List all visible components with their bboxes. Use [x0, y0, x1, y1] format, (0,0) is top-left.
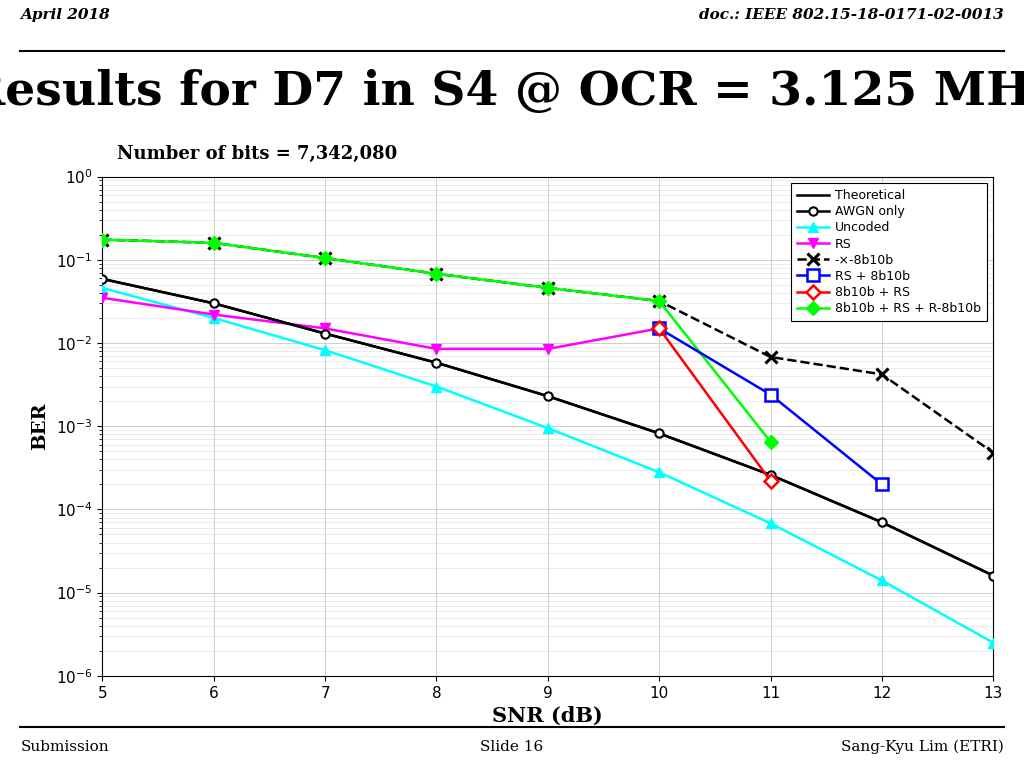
Legend: Theoretical, AWGN only, Uncoded, RS, -×-8b10b, RS + 8b10b, 8b10b + RS, 8b10b + R: Theoretical, AWGN only, Uncoded, RS, -×-… — [791, 183, 987, 321]
Line: -×-8b10b: -×-8b10b — [96, 233, 999, 459]
Line: Uncoded: Uncoded — [97, 283, 998, 647]
AWGN only — [96, 274, 109, 283]
Y-axis label: BER: BER — [31, 402, 49, 450]
-×-8b10b — [653, 296, 666, 306]
Text: Sang-Kyu Lim (ETRI): Sang-Kyu Lim (ETRI) — [841, 740, 1004, 754]
AWGN only — [876, 518, 888, 527]
Theoretical — [430, 358, 442, 367]
Line: 8b10b + RS: 8b10b + RS — [654, 323, 775, 486]
Theoretical — [653, 429, 666, 438]
Uncoded — [764, 518, 777, 528]
Theoretical — [542, 392, 554, 401]
8b10b + RS + R-8b10b — [96, 235, 109, 244]
Line: Theoretical: Theoretical — [102, 279, 993, 576]
AWGN only — [208, 299, 220, 308]
Text: doc.: IEEE 802.15-18-0171-02-0013: doc.: IEEE 802.15-18-0171-02-0013 — [698, 8, 1004, 22]
Uncoded — [96, 283, 109, 293]
Theoretical — [764, 470, 777, 479]
8b10b + RS + R-8b10b — [542, 283, 554, 293]
Line: RS: RS — [97, 293, 664, 354]
-×-8b10b — [208, 238, 220, 247]
Line: RS + 8b10b: RS + 8b10b — [653, 323, 888, 490]
8b10b + RS + R-8b10b — [319, 253, 332, 263]
Line: AWGN only: AWGN only — [98, 275, 997, 580]
X-axis label: SNR (dB): SNR (dB) — [493, 706, 603, 726]
Text: Slide 16: Slide 16 — [480, 740, 544, 754]
8b10b + RS + R-8b10b — [430, 269, 442, 278]
RS — [542, 344, 554, 353]
-×-8b10b — [876, 369, 888, 379]
-×-8b10b — [987, 449, 999, 458]
AWGN only — [430, 358, 442, 367]
Uncoded — [987, 638, 999, 647]
RS — [319, 324, 332, 333]
-×-8b10b — [430, 269, 442, 278]
Line: 8b10b + RS + R-8b10b: 8b10b + RS + R-8b10b — [97, 235, 775, 447]
RS — [653, 324, 666, 333]
8b10b + RS + R-8b10b — [764, 437, 777, 446]
8b10b + RS + R-8b10b — [208, 238, 220, 247]
RS + 8b10b — [876, 480, 888, 489]
-×-8b10b — [542, 283, 554, 293]
-×-8b10b — [319, 253, 332, 263]
8b10b + RS — [653, 324, 666, 333]
Theoretical — [876, 518, 888, 527]
Text: Results for D7 in S4 @ OCR = 3.125 MHz: Results for D7 in S4 @ OCR = 3.125 MHz — [0, 69, 1024, 115]
-×-8b10b — [96, 235, 109, 244]
Theoretical — [96, 274, 109, 283]
RS + 8b10b — [764, 390, 777, 399]
RS — [430, 344, 442, 353]
Uncoded — [876, 576, 888, 585]
Theoretical — [319, 329, 332, 338]
AWGN only — [653, 429, 666, 438]
Text: Submission: Submission — [20, 740, 110, 754]
AWGN only — [319, 329, 332, 338]
Theoretical — [208, 299, 220, 308]
RS — [96, 293, 109, 303]
-×-8b10b — [764, 353, 777, 362]
Uncoded — [319, 346, 332, 355]
RS + 8b10b — [653, 324, 666, 333]
Uncoded — [208, 313, 220, 323]
AWGN only — [542, 392, 554, 401]
8b10b + RS + R-8b10b — [653, 296, 666, 306]
AWGN only — [764, 470, 777, 479]
Theoretical — [987, 571, 999, 581]
Uncoded — [542, 423, 554, 432]
AWGN only — [987, 571, 999, 581]
Uncoded — [430, 382, 442, 391]
Text: April 2018: April 2018 — [20, 8, 111, 22]
8b10b + RS — [764, 476, 777, 485]
Text: Number of bits = 7,342,080: Number of bits = 7,342,080 — [117, 144, 397, 163]
Uncoded — [653, 468, 666, 477]
RS — [208, 310, 220, 319]
